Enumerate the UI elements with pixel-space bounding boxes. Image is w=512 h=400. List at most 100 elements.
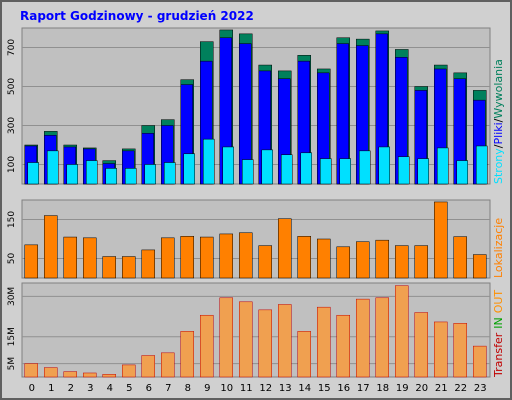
bar [258, 245, 272, 279]
x-tick-label: 2 [68, 383, 74, 394]
bar [200, 314, 214, 378]
x-tick-label: 16 [337, 383, 350, 394]
bar [336, 314, 350, 378]
bar [417, 158, 429, 185]
bar [375, 239, 389, 279]
bar [200, 236, 214, 279]
bar [105, 168, 117, 185]
bar [378, 146, 390, 185]
bar [300, 152, 312, 185]
bar [203, 138, 215, 185]
y-tick-label: 300 [7, 117, 17, 134]
bar [180, 331, 194, 378]
bar [278, 304, 292, 378]
x-tick-label: 20 [415, 383, 428, 394]
legend-entry: Pliki [492, 122, 505, 144]
bar [222, 146, 234, 185]
y-tick-label: 5M [7, 357, 17, 371]
bar [24, 244, 38, 279]
bar [183, 153, 195, 185]
x-tick-label: 21 [435, 383, 448, 394]
bar [180, 236, 194, 279]
bar [476, 145, 488, 185]
bar [219, 297, 233, 378]
bar [161, 352, 175, 378]
legend-entry: Strony [492, 148, 505, 184]
y-tick-label: 500 [7, 78, 17, 95]
y-tick-label: 50 [7, 253, 17, 265]
legend-entry: Lokalizacje [492, 218, 505, 278]
bar [122, 364, 136, 378]
bar [359, 150, 371, 185]
legend-entry: OUT [492, 290, 505, 314]
bar [44, 215, 58, 279]
bar [434, 201, 448, 279]
bar [320, 158, 332, 185]
bar [219, 233, 233, 279]
x-tick-label: 12 [259, 383, 272, 394]
x-tick-label: 14 [298, 383, 311, 394]
x-tick-label: 13 [279, 383, 292, 394]
plot-area [21, 282, 491, 378]
bar [86, 160, 98, 185]
bar [24, 363, 38, 378]
bar [122, 256, 136, 279]
bar [437, 147, 449, 185]
x-tick-label: 10 [220, 383, 233, 394]
bar [456, 160, 468, 185]
x-tick-label: 0 [29, 383, 35, 394]
x-tick-label: 17 [357, 383, 370, 394]
bar [27, 162, 39, 185]
bar [144, 164, 156, 185]
x-tick-label: 23 [474, 383, 487, 394]
x-tick-label: 15 [318, 383, 331, 394]
y-tick-label: 700 [7, 39, 17, 56]
bar [336, 246, 350, 279]
bar [297, 331, 311, 378]
bar [473, 254, 487, 279]
bar [125, 168, 137, 185]
bar [141, 249, 155, 279]
bar [161, 237, 175, 279]
x-tick-label: 11 [240, 383, 253, 394]
legend-entry: Transfer [492, 332, 505, 378]
legend-entry: Wywolania [492, 59, 505, 119]
x-tick-label: 5 [126, 383, 132, 394]
bar [278, 218, 292, 279]
bar [356, 298, 370, 378]
bar [395, 245, 409, 279]
bar [239, 301, 253, 378]
bar [356, 241, 370, 279]
x-tick-label: 1 [48, 383, 54, 394]
bar [317, 306, 331, 378]
bar [102, 256, 116, 279]
x-tick-label: 4 [107, 383, 113, 394]
y-tick-label: 30M [7, 287, 17, 306]
bar [398, 156, 410, 185]
bar [434, 321, 448, 378]
y-tick-label: 100 [7, 156, 17, 173]
bar [164, 162, 176, 185]
bar [453, 236, 467, 279]
bar [453, 323, 467, 378]
bar [47, 150, 59, 185]
bar [317, 238, 331, 279]
x-tick-label: 19 [396, 383, 409, 394]
bar [473, 345, 487, 378]
bar [102, 374, 116, 378]
legend: Lokalizacje [492, 218, 505, 278]
bar [395, 285, 409, 378]
x-tick-label: 7 [165, 383, 171, 394]
plot-area [21, 27, 491, 185]
bar [261, 149, 273, 185]
bar [239, 232, 253, 279]
legend-separator: / [492, 144, 505, 148]
legend: Strony/Pliki/Wywolania [492, 59, 505, 184]
x-tick-label: 3 [87, 383, 93, 394]
bar [414, 245, 428, 279]
bar [63, 236, 77, 279]
bar [375, 297, 389, 378]
bar [83, 372, 97, 378]
bar [141, 355, 155, 378]
